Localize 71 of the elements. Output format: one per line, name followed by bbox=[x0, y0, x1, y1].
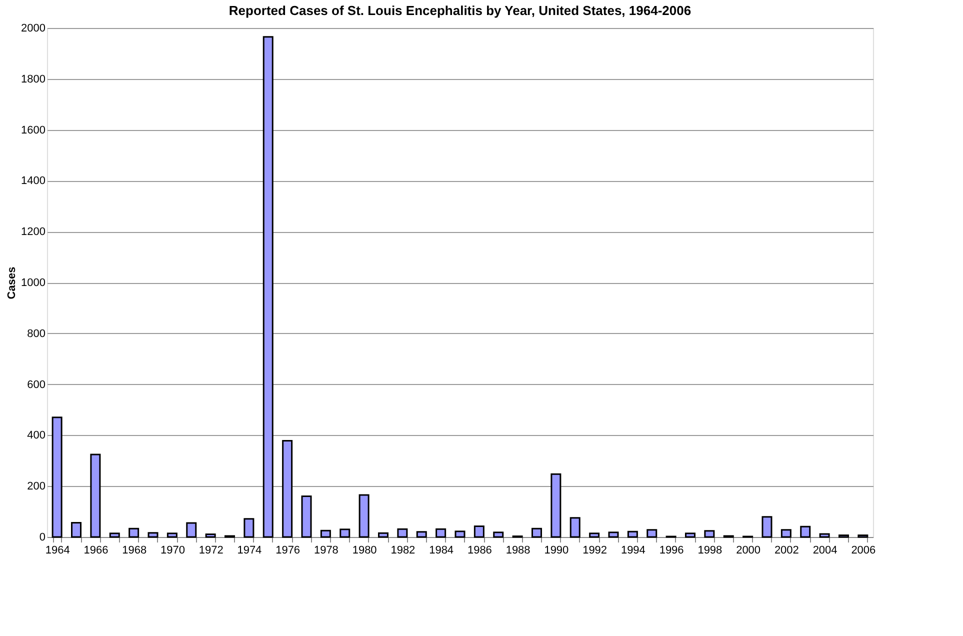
bar bbox=[186, 522, 197, 538]
x-tick-label: 1968 bbox=[122, 544, 147, 556]
bar bbox=[282, 440, 293, 538]
bar bbox=[166, 532, 178, 538]
x-tick-label: 1966 bbox=[84, 544, 108, 556]
bar bbox=[301, 496, 312, 538]
y-tick-label: 0 bbox=[39, 532, 46, 544]
x-tick-label: 1976 bbox=[276, 544, 300, 556]
bar bbox=[320, 530, 331, 538]
bar bbox=[570, 517, 580, 538]
x-tick-label: 1986 bbox=[467, 544, 492, 556]
bar bbox=[589, 532, 600, 538]
bar bbox=[397, 528, 408, 538]
bar bbox=[71, 522, 82, 538]
bar bbox=[800, 526, 811, 538]
bar bbox=[627, 530, 638, 538]
y-tick-label: 800 bbox=[27, 328, 46, 340]
x-tick-label: 1980 bbox=[352, 544, 377, 556]
x-tick-label: 1992 bbox=[582, 544, 608, 556]
x-tick-label: 2004 bbox=[812, 544, 838, 556]
bar bbox=[148, 532, 158, 538]
bar bbox=[205, 533, 216, 538]
bar bbox=[819, 533, 830, 538]
y-tick-label: 200 bbox=[27, 480, 46, 493]
y-tick-label: 1200 bbox=[21, 226, 46, 238]
x-tick-label: 1964 bbox=[45, 544, 70, 556]
x-tick-label: 2000 bbox=[736, 544, 761, 556]
bar bbox=[340, 528, 350, 538]
x-tick-label: 1998 bbox=[698, 544, 722, 556]
y-tick-label: 2000 bbox=[21, 22, 46, 34]
bar bbox=[474, 526, 484, 538]
bar bbox=[454, 530, 466, 538]
chart-title: Reported Cases of St. Louis Encephalitis by Year, United States, 1964-2006 bbox=[228, 3, 692, 18]
y-tick-label: 1000 bbox=[21, 277, 46, 289]
bar bbox=[646, 529, 658, 538]
bar bbox=[109, 532, 120, 538]
y-tick-label: 600 bbox=[27, 378, 46, 391]
bar bbox=[416, 531, 427, 538]
bar bbox=[532, 528, 542, 538]
x-tick-label: 1996 bbox=[659, 544, 684, 556]
bar bbox=[550, 473, 562, 538]
bar bbox=[780, 529, 792, 538]
x-tick-label: 1972 bbox=[198, 544, 224, 556]
x-tick-label: 1974 bbox=[237, 544, 262, 556]
x-tick-label: 1970 bbox=[160, 544, 185, 556]
bar bbox=[608, 532, 619, 538]
bar bbox=[378, 532, 388, 538]
y-tick-label: 1600 bbox=[21, 124, 46, 136]
bar bbox=[762, 516, 772, 538]
y-tick-label: 1800 bbox=[21, 73, 46, 86]
bar bbox=[436, 528, 446, 538]
x-tick-label: 1984 bbox=[429, 544, 454, 556]
bar bbox=[704, 530, 715, 538]
x-tick-label: 2006 bbox=[851, 544, 876, 556]
bar bbox=[52, 416, 62, 538]
bar bbox=[358, 494, 370, 538]
bar bbox=[128, 528, 140, 538]
x-tick-label: 1982 bbox=[390, 544, 416, 556]
x-tick-label: 1990 bbox=[544, 544, 569, 556]
bar bbox=[493, 532, 504, 538]
y-tick-label: 400 bbox=[27, 430, 46, 442]
x-tick-label: 1978 bbox=[314, 544, 338, 556]
bar bbox=[684, 532, 696, 538]
x-tick-label: 1988 bbox=[506, 544, 530, 556]
y-axis-title: Cases bbox=[6, 266, 18, 300]
bar bbox=[90, 454, 101, 538]
y-tick-label: 1400 bbox=[21, 175, 46, 188]
x-tick-label: 2002 bbox=[774, 544, 799, 556]
bar bbox=[262, 36, 274, 538]
bar bbox=[244, 518, 254, 538]
x-tick-label: 1994 bbox=[620, 544, 646, 556]
